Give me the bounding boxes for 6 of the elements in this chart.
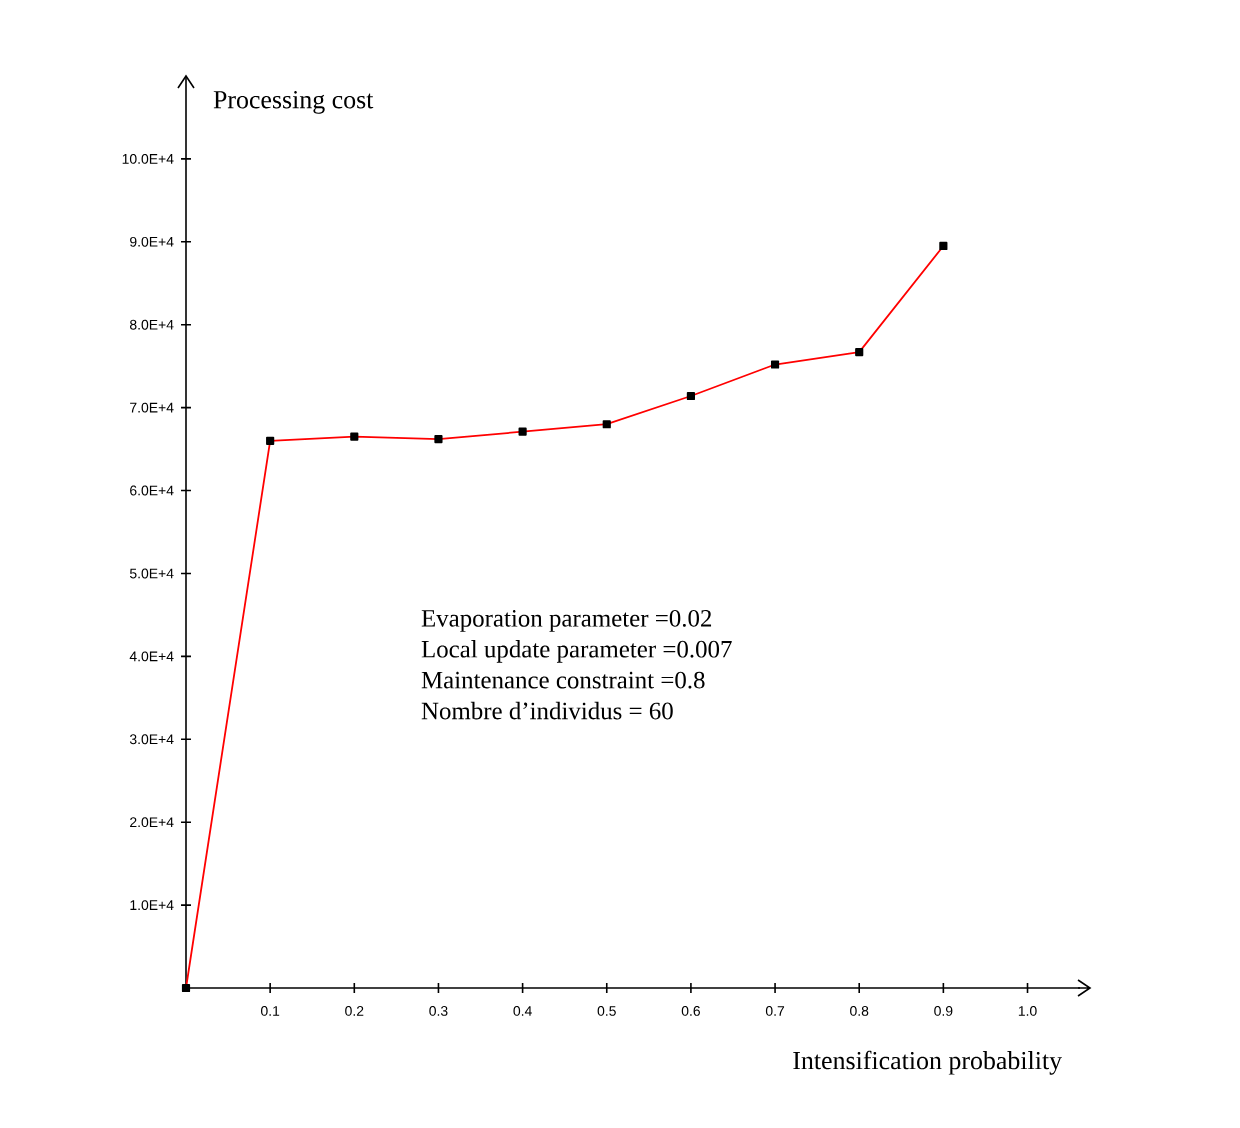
annotation: Evaporation parameter =0.02 [421,609,712,632]
x-axis-title: Intensification probability [793,1050,1062,1075]
y-axis-title: Processing cost [213,90,374,114]
annotation: Nombre d’individus = 60 [421,701,673,720]
annotation: Local update parameter =0.007 [421,640,732,663]
annotation: Maintenance constraint =0.8 [421,671,705,689]
